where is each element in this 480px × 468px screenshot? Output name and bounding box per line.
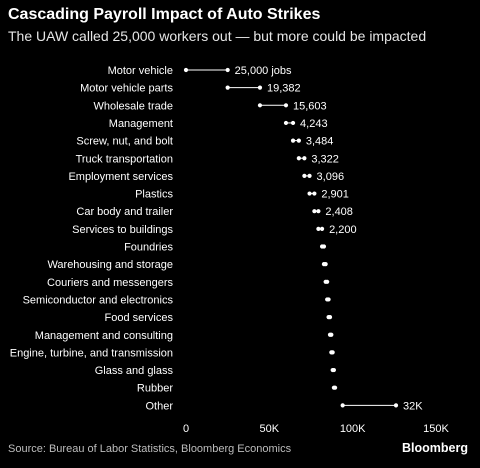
end-dot xyxy=(326,297,331,302)
value-label: 15,603 xyxy=(293,100,327,112)
end-dot xyxy=(225,67,230,73)
x-tick-label: 50K xyxy=(260,423,280,435)
value-label: 3,322 xyxy=(311,153,339,165)
category-label: Engine, turbine, and transmission xyxy=(10,347,173,359)
start-dot xyxy=(316,226,321,231)
x-tick-label: 150K xyxy=(423,423,449,435)
start-dot xyxy=(257,103,263,108)
start-dot xyxy=(296,156,301,161)
category-label: Glass and glass xyxy=(95,365,174,377)
start-dot xyxy=(183,67,189,73)
end-dot xyxy=(283,103,289,108)
source-note: Source: Bureau of Labor Statistics, Bloo… xyxy=(8,443,292,455)
end-dot xyxy=(312,191,317,196)
value-label: 2,200 xyxy=(329,224,357,236)
start-dot xyxy=(302,173,307,178)
value-label: 32K xyxy=(403,400,423,412)
end-dot xyxy=(331,367,337,373)
value-label: 3,484 xyxy=(306,136,334,148)
value-label: 4,243 xyxy=(300,118,328,130)
category-label: Plastics xyxy=(135,189,173,201)
category-label: Motor vehicle xyxy=(108,65,173,77)
x-tick-label: 0 xyxy=(183,423,189,435)
start-dot xyxy=(307,191,312,196)
end-dot xyxy=(319,226,325,231)
start-dot xyxy=(312,209,317,214)
category-label: Management and consulting xyxy=(35,330,173,342)
bloomberg-logo: Bloomberg xyxy=(402,441,468,455)
category-label: Motor vehicle parts xyxy=(80,83,173,95)
value-label: 19,382 xyxy=(267,83,301,95)
category-label: Food services xyxy=(105,312,174,324)
end-dot xyxy=(329,332,334,337)
category-label: Foundries xyxy=(124,242,173,254)
end-dot xyxy=(325,279,330,284)
category-label: Couriers and messengers xyxy=(47,277,173,289)
end-dot xyxy=(323,262,328,267)
start-dot xyxy=(290,138,296,143)
category-label: Management xyxy=(109,118,173,130)
category-label: Other xyxy=(145,400,173,412)
category-label: Semiconductor and electronics xyxy=(23,294,174,306)
end-dot xyxy=(321,244,327,249)
category-label: Employment services xyxy=(68,171,173,183)
end-dot xyxy=(290,120,296,126)
chart-subtitle: The UAW called 25,000 workers out — but … xyxy=(8,28,427,44)
chart-title: Cascading Payroll Impact of Auto Strikes xyxy=(8,6,321,23)
start-dot xyxy=(283,120,289,126)
end-dot xyxy=(330,350,335,355)
start-dot xyxy=(225,85,230,90)
value-label: 25,000 jobs xyxy=(235,65,292,77)
category-label: Truck transportation xyxy=(76,153,173,165)
end-dot xyxy=(327,315,333,320)
end-dot xyxy=(307,173,312,178)
category-label: Services to buildings xyxy=(72,224,173,236)
end-dot xyxy=(332,385,338,390)
end-dot xyxy=(302,156,307,161)
end-dot xyxy=(257,85,263,90)
category-label: Screw, nut, and bolt xyxy=(76,136,173,148)
end-dot xyxy=(316,209,321,214)
value-label: 2,901 xyxy=(321,189,349,201)
end-dot xyxy=(296,138,301,143)
value-label: 3,096 xyxy=(317,171,345,183)
category-label: Warehousing and storage xyxy=(47,259,173,271)
category-label: Rubber xyxy=(137,383,173,395)
start-dot xyxy=(340,403,345,408)
value-label: 2,408 xyxy=(325,206,353,218)
end-dot xyxy=(393,403,399,408)
category-label: Wholesale trade xyxy=(94,100,174,112)
category-label: Car body and trailer xyxy=(76,206,173,218)
x-tick-label: 100K xyxy=(340,423,366,435)
